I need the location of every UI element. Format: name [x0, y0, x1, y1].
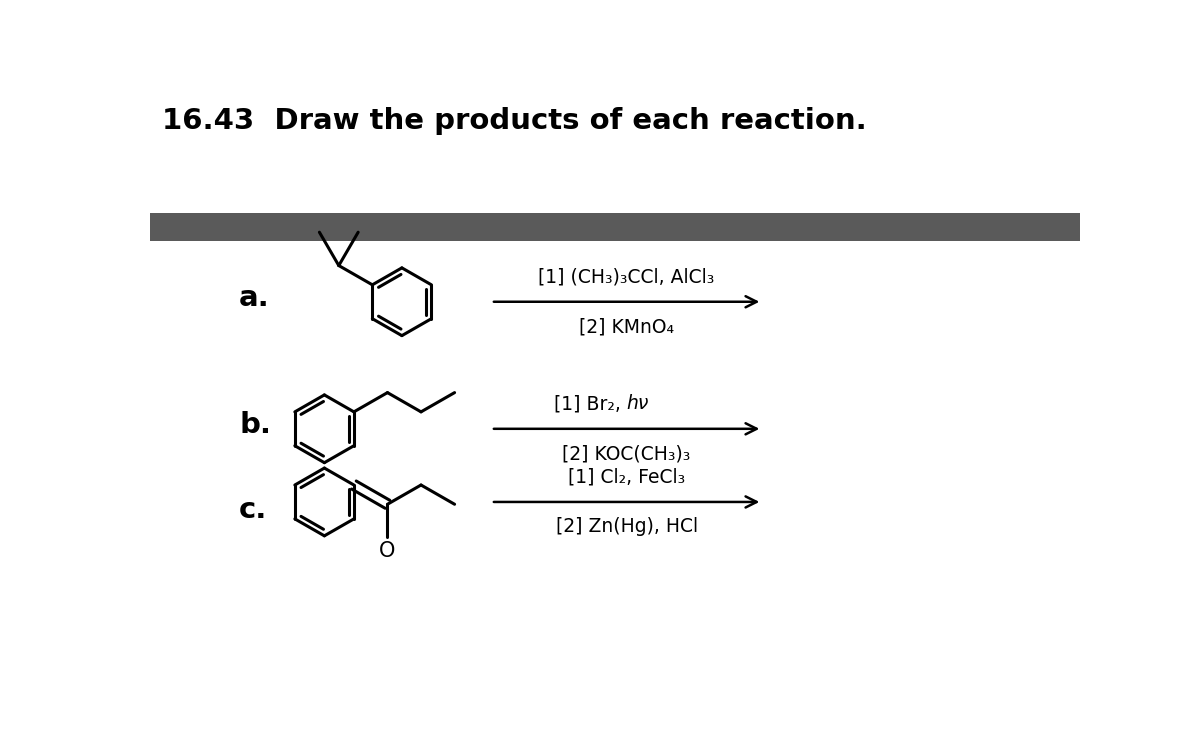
Text: [2] Zn(Hg), HCl: [2] Zn(Hg), HCl [556, 518, 697, 536]
Text: a.: a. [239, 284, 270, 312]
Text: 16.43  Draw the products of each reaction.: 16.43 Draw the products of each reaction… [162, 107, 866, 135]
Text: c.: c. [239, 496, 268, 524]
Text: [1] (CH₃)₃CCl, AlCl₃: [1] (CH₃)₃CCl, AlCl₃ [539, 267, 715, 286]
FancyBboxPatch shape [150, 213, 1080, 241]
Text: [2] KOC(CH₃)₃: [2] KOC(CH₃)₃ [563, 444, 691, 464]
Text: b.: b. [239, 411, 271, 439]
Text: O: O [379, 541, 396, 561]
Text: hν: hν [626, 394, 649, 413]
Text: [1] Br₂,: [1] Br₂, [553, 394, 626, 413]
Text: [2] KMnO₄: [2] KMnO₄ [580, 317, 674, 336]
Text: [1] Cl₂, FeCl₃: [1] Cl₂, FeCl₃ [568, 467, 685, 487]
